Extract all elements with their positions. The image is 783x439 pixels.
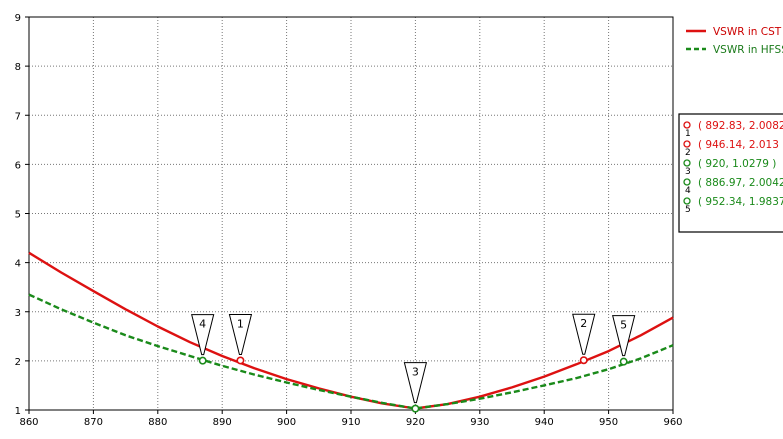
- y-tick-label: 3: [15, 308, 21, 319]
- marker-flag-label-4: 4: [199, 318, 206, 331]
- series-lines: [28, 251, 674, 410]
- legend-entry: VSWR in CST: [713, 26, 782, 38]
- x-tick-label: 920: [406, 417, 425, 428]
- y-tick-label: 7: [15, 111, 21, 122]
- series-line-hfss: [28, 293, 674, 410]
- marker-box-index: 3: [685, 167, 691, 177]
- tick-labels: 860 870 880 890 900 910 920 930 940 950 960 1 2 3 4 5 6 7…: [15, 13, 683, 428]
- legend-entry: VSWR in HFSS: [713, 44, 783, 56]
- x-tick-label: 860: [19, 417, 38, 428]
- marker-box-icon: [683, 178, 691, 186]
- y-tick-label: 6: [15, 160, 21, 171]
- marker-flag-label-5: 5: [620, 319, 627, 332]
- marker-point-4: [198, 356, 207, 365]
- x-tick-label: 890: [213, 417, 232, 428]
- marker-points: 1 2 3 4 5: [191, 313, 636, 413]
- marker-flag-label-2: 2: [580, 317, 587, 330]
- marker-point-1: [236, 356, 245, 365]
- marker-box-icon: [683, 159, 691, 167]
- marker-box-readout: ( 952.34, 1.9837 ): [698, 196, 783, 208]
- y-tick-label: 2: [15, 357, 21, 368]
- x-tick-label: 950: [599, 417, 618, 428]
- marker-flag-3: [403, 362, 428, 404]
- marker-box-readout: ( 920, 1.0279 ): [698, 158, 776, 170]
- marker-box-frame: [678, 113, 783, 233]
- marker-box-readout: ( 892.83, 2.0082 ): [698, 120, 783, 132]
- marker-box-index: 5: [685, 205, 691, 215]
- marker-box-index: 1: [685, 129, 691, 139]
- x-tick-label: 940: [535, 417, 554, 428]
- marker-flag-label-1: 1: [237, 317, 244, 330]
- marker-point-3: [411, 404, 420, 413]
- marker-point-2: [579, 356, 588, 365]
- y-tick-label: 4: [15, 259, 21, 270]
- marker-box-readout: ( 886.97, 2.0042 ): [698, 177, 783, 189]
- legend: VSWR in CST VSWR in HFSS: [686, 26, 783, 56]
- y-tick-label: 8: [15, 62, 21, 73]
- x-tick-label: 910: [341, 417, 360, 428]
- marker-box-readout: ( 946.14, 2.013 ): [698, 139, 783, 151]
- marker-readout-box: 1 ( 892.83, 2.0082 ) 2 ( 946.14, 2.013 ) 3 ( …: [678, 113, 783, 233]
- marker-box-icon: [683, 140, 691, 148]
- x-tick-label: 900: [277, 417, 296, 428]
- marker-flag-1: [228, 313, 253, 355]
- marker-box-index: 2: [685, 148, 691, 158]
- marker-box-icon: [683, 197, 691, 205]
- y-tick-label: 9: [15, 13, 21, 24]
- x-tick-label: 960: [663, 417, 682, 428]
- y-tick-label: 1: [15, 406, 21, 417]
- marker-flag-label-3: 3: [412, 366, 419, 379]
- x-tick-label: 870: [84, 417, 103, 428]
- marker-box-icon: [683, 121, 691, 129]
- marker-flag-2: [572, 313, 596, 355]
- x-tick-label: 880: [148, 417, 167, 428]
- x-tick-label: 930: [470, 417, 489, 428]
- marker-flag-4: [191, 314, 215, 356]
- marker-box-index: 4: [685, 186, 691, 196]
- marker-flag-5: [612, 315, 636, 357]
- marker-point-5: [619, 357, 628, 366]
- y-tick-label: 5: [15, 210, 21, 221]
- grid: [29, 17, 673, 410]
